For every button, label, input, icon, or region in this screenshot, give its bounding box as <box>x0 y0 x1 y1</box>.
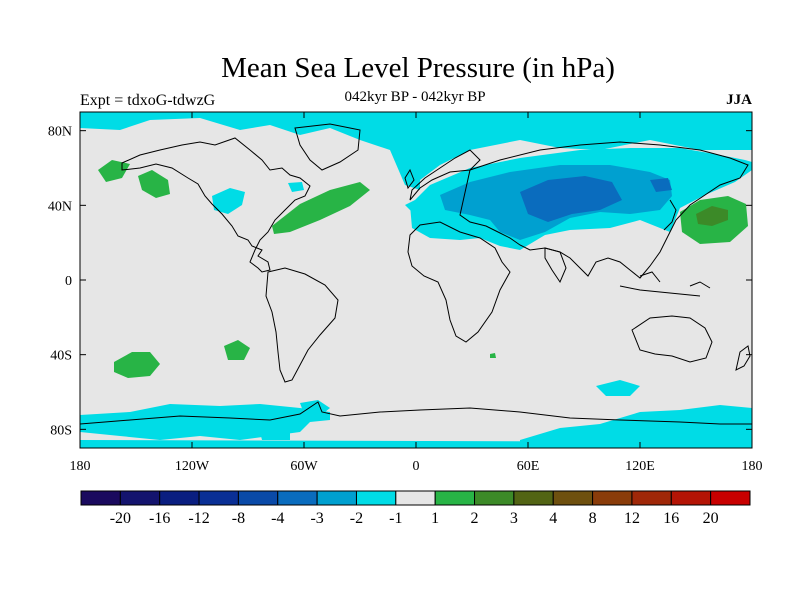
experiment-label: Expt = tdxoG-tdwzG <box>80 92 216 109</box>
eurasia-low-core <box>520 176 622 222</box>
coastline-japan <box>663 199 677 231</box>
colorbar-label: 16 <box>663 510 679 527</box>
colorbar-label: -4 <box>271 510 284 527</box>
colorbar-swatch <box>474 490 515 506</box>
x-tick-label: 60E <box>517 459 540 474</box>
arctic-low-region <box>80 112 752 190</box>
north-atlantic-high <box>272 182 370 234</box>
figure-title: Mean Sea Level Pressure (in hPa) <box>221 52 615 84</box>
x-tick-label: 120W <box>175 459 210 474</box>
colorbar-label: 2 <box>471 510 479 527</box>
x-tick-label: 180 <box>70 459 91 474</box>
south-pacific-high-2 <box>224 340 250 360</box>
colorbar-label: -20 <box>110 510 131 527</box>
colorbar-swatch <box>513 490 554 506</box>
south-pacific-high <box>114 352 160 378</box>
colorbar-swatch <box>277 490 318 506</box>
x-tick-label: 0 <box>413 459 420 474</box>
colorbar-label: 20 <box>703 510 719 527</box>
colorbar-swatch <box>592 490 633 506</box>
coastline-new-zealand <box>735 345 751 371</box>
north-pacific-high-core <box>696 206 728 226</box>
antarctic-low-region <box>80 404 330 440</box>
coastline-indonesia <box>619 271 711 297</box>
antarctic-low-region-2 <box>520 405 752 448</box>
colorbar-label: -16 <box>149 510 170 527</box>
colorbar-label: -8 <box>232 510 245 527</box>
europe-cyan-spot <box>405 200 422 212</box>
coastline-europe <box>409 149 481 201</box>
coastline-africa <box>407 221 511 343</box>
coastline-antarctica <box>80 401 752 425</box>
colorbar-swatch <box>316 490 357 506</box>
x-tick-label: 120E <box>625 459 655 474</box>
colorbar-label: 8 <box>589 510 597 527</box>
colorbar-swatch <box>159 490 200 506</box>
y-tick-label: 0 <box>65 274 72 289</box>
colorbar-swatch <box>198 490 239 506</box>
x-tick-label: 60W <box>290 459 318 474</box>
colorbar-swatch <box>710 490 751 506</box>
y-axis: 80N 40N 0 40S 80S <box>48 125 752 438</box>
north-pacific-high-west-2 <box>138 170 170 198</box>
colorbar-swatch <box>631 490 672 506</box>
colorbar-label: 1 <box>431 510 439 527</box>
colorbar-swatch <box>355 490 397 506</box>
coastline-british-isles <box>404 168 415 190</box>
north-america-cyan-2 <box>288 182 304 192</box>
coastline-asia <box>459 141 749 279</box>
coastline-south-america <box>265 267 339 383</box>
eurasia-low-core-2 <box>650 178 672 192</box>
y-tick-label: 40S <box>50 349 72 364</box>
x-tick-label: 180 <box>742 459 763 474</box>
y-tick-label: 80S <box>50 423 72 438</box>
southern-ocean-cyan-2 <box>260 430 290 440</box>
colorbar-label: -1 <box>389 510 402 527</box>
colorbar-swatch <box>395 490 436 506</box>
colorbar-label: 4 <box>549 510 557 527</box>
figure-subtitle: 042kyr BP - 042kyr BP <box>344 89 486 105</box>
colorbar-swatch <box>552 490 594 506</box>
north-america-cyan <box>212 188 245 214</box>
coastline-north-america <box>121 137 311 273</box>
indian-ocean-green <box>490 353 496 358</box>
colorbar-label: -2 <box>350 510 363 527</box>
colorbar-swatch <box>237 490 279 506</box>
coastlines <box>80 123 752 425</box>
x-axis: 180 120W 60W 0 60E 120E 180 <box>70 112 763 474</box>
colorbar-label: -12 <box>188 510 209 527</box>
coastline-india <box>544 247 567 284</box>
colorbar-label: -3 <box>310 510 323 527</box>
y-tick-label: 40N <box>48 199 72 214</box>
colorbar-swatch <box>670 490 712 506</box>
coastline-greenland <box>294 123 361 171</box>
colorbar-label: 12 <box>624 510 640 527</box>
colorbar: -20 -16 -12 -8 -4 -3 -2 -1 1 2 3 4 8 12 16 20 <box>80 490 751 527</box>
southern-ocean-cyan <box>596 380 640 396</box>
anomaly-fields <box>80 112 752 448</box>
season-label: JJA <box>726 92 752 108</box>
colorbar-swatch <box>80 490 121 506</box>
coastline-australia <box>631 315 713 363</box>
colorbar-swatch <box>434 490 476 506</box>
colorbar-label: 3 <box>510 510 518 527</box>
y-tick-label: 80N <box>48 125 72 140</box>
colorbar-swatch <box>119 490 161 506</box>
